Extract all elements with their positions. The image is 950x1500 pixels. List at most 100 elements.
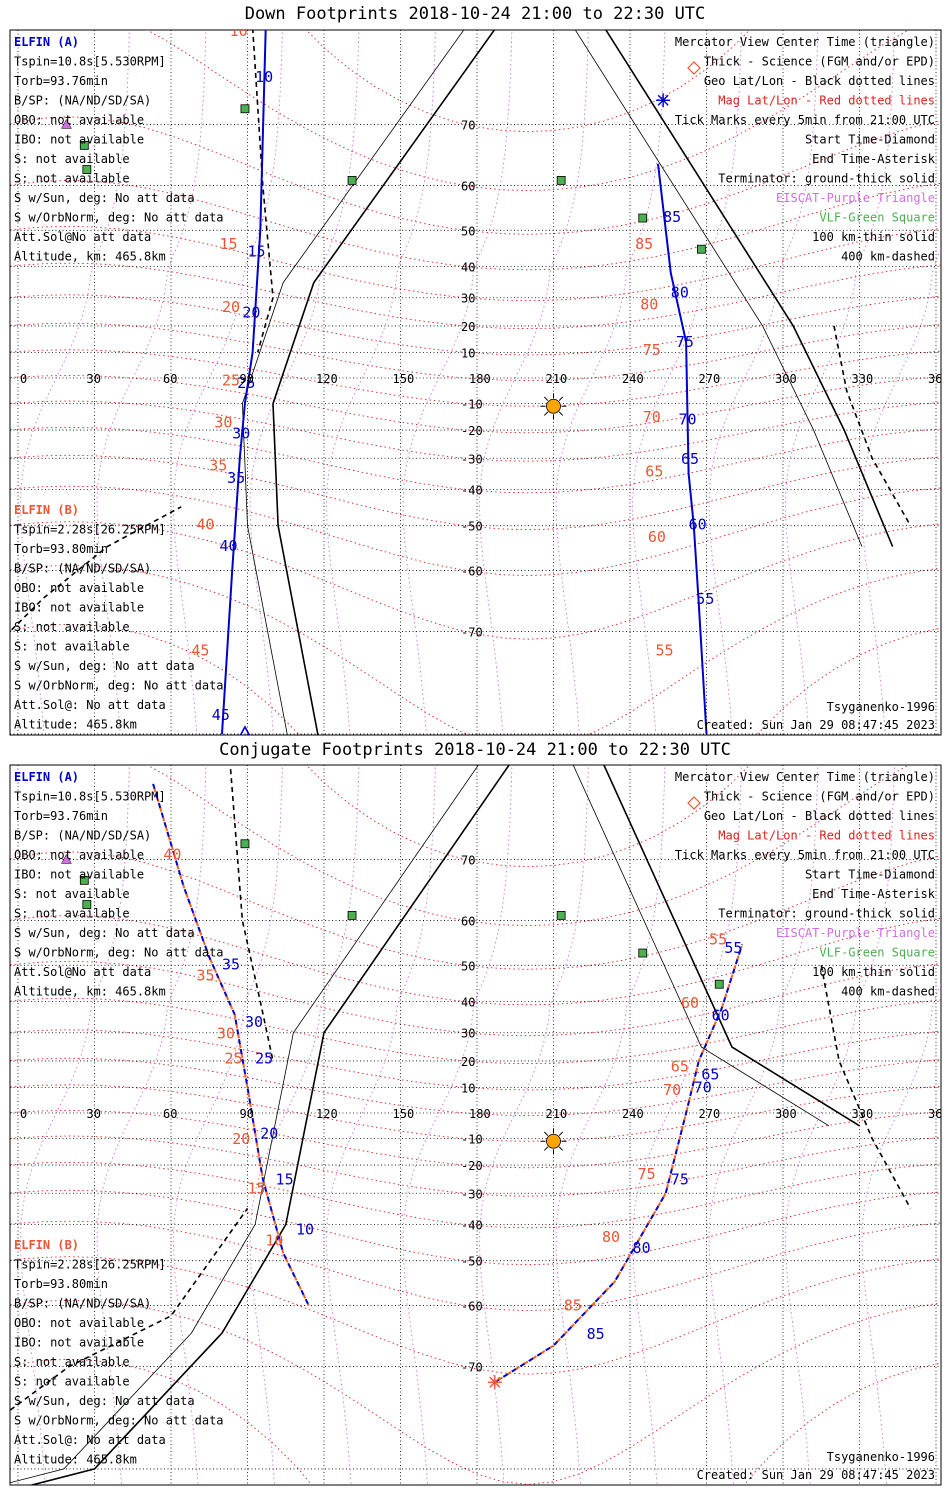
tick-label-red: 40 — [197, 516, 215, 534]
elfin-b-info-line: S: not available — [14, 1355, 130, 1369]
tick-label-red: 60 — [648, 528, 666, 546]
tick-label-blue: 75 — [676, 333, 694, 351]
legend-entry: Start Time-Diamond — [805, 868, 935, 882]
eiscat-marker — [61, 118, 72, 129]
legend-entry: Geo Lat/Lon - Black dotted lines — [704, 809, 935, 823]
track-east-line — [657, 163, 708, 734]
legend-entry: VLF-Green Square — [819, 211, 935, 225]
x-tick-label: 30 — [87, 1107, 101, 1121]
tick-label-blue: 80 — [633, 1239, 651, 1257]
tick-label-blue: 45 — [212, 706, 230, 724]
mag-lon-line — [402, 30, 513, 735]
legend-entry: Mercator View Center Time (triangle) — [675, 35, 935, 49]
y-tick-label: 70 — [461, 118, 475, 132]
track-west-line-orange — [152, 783, 310, 1306]
y-tick-label: 20 — [461, 1055, 475, 1069]
tick-label-blue: 30 — [245, 1013, 263, 1031]
vlf-site-marker — [697, 244, 706, 254]
mag-lon-line — [326, 30, 436, 735]
legend-entry: EISCAT-Purple Triangle — [776, 191, 935, 205]
model-label: Tsyganenko-1996 — [827, 1450, 935, 1464]
legend-diamond-icon — [687, 796, 701, 810]
y-tick-label: -50 — [461, 520, 483, 534]
panel-plot-area: 4035302520151055606570758085403530252015… — [10, 765, 941, 1485]
tick-label-red: 85 — [564, 1297, 582, 1315]
x-tick-label: 210 — [546, 372, 568, 386]
vlf-site-marker — [638, 213, 648, 223]
end-time-marker — [489, 1376, 501, 1388]
mag-lat-line — [10, 521, 941, 640]
elfin-a-info-line: S w/Sun, deg: No att data — [14, 191, 195, 205]
mag-lon-line — [479, 765, 589, 1485]
mag-lon-line — [173, 30, 283, 735]
tick-label-blue: 85 — [587, 1325, 605, 1343]
vlf-site-marker — [714, 979, 724, 989]
mag-lat-line — [10, 960, 941, 1037]
vlf-site-marker — [240, 104, 250, 114]
mag-lon-line — [479, 30, 589, 735]
x-tick-label: 60 — [163, 372, 177, 386]
elfin-b-info-line: B/SP: (NA/ND/SD/SA) — [14, 1297, 151, 1311]
tick-label-blue: 35 — [227, 469, 245, 487]
elfin-a-label: ELFIN (A) — [14, 35, 79, 49]
x-tick-label: 330 — [852, 1107, 874, 1121]
tick-label-red: 80 — [640, 295, 658, 313]
x-tick-label: 30 — [87, 372, 101, 386]
terminator-line — [272, 30, 894, 735]
panel-conjugate: 4035302520151055606570758085403530252015… — [9, 764, 942, 1486]
elfin-a-info-line: B/SP: (NA/ND/SD/SA) — [14, 829, 151, 843]
tick-label-red: 10 — [230, 22, 248, 40]
elfin-b-info-line: Torb=93.80min — [14, 1277, 108, 1291]
panel-frame — [9, 29, 942, 736]
tick-label-red: 25 — [222, 372, 240, 390]
sun-ray — [558, 396, 564, 401]
elfin-a-info-line: IBO: not available — [14, 133, 144, 147]
y-tick-label: -10 — [461, 1133, 483, 1147]
elfin-a-info-line: Att.Sol@No att data — [14, 965, 151, 979]
x-tick-label: 60 — [163, 1107, 177, 1121]
legend-entry: 400 km-dashed — [841, 985, 935, 999]
x-tick-label: 0 — [20, 372, 27, 386]
sun-ray — [558, 1146, 564, 1151]
elfin-a-info-line: OBO: not available — [14, 848, 144, 862]
elfin-b-info-line: Tspin=2.28s[26.25RPM] — [14, 1258, 166, 1272]
x-tick-label: 0 — [20, 1107, 27, 1121]
y-tick-label: 60 — [461, 180, 475, 194]
legend-entry: Tick Marks every 5min from 21:00 UTC — [675, 113, 935, 127]
mag-lon-line — [249, 30, 360, 735]
x-tick-label: 360 — [928, 372, 950, 386]
y-tick-label: 50 — [461, 959, 475, 973]
x-tick-label: 120 — [316, 372, 338, 386]
tick-label-blue: 35 — [222, 955, 240, 973]
y-tick-label: 70 — [461, 853, 475, 867]
mag-lat-line — [10, 1029, 941, 1091]
x-tick-label: 150 — [393, 372, 415, 386]
tick-label-blue: 75 — [671, 1171, 689, 1189]
elfin-a-info-line: S: not available — [14, 152, 130, 166]
tick-label-red: 20 — [222, 298, 240, 316]
x-tick-label: 180 — [469, 1107, 491, 1121]
elfin-b-info-line: IBO: not available — [14, 601, 144, 615]
tick-label-red: 75 — [638, 1165, 656, 1183]
tick-label-blue: 70 — [678, 411, 696, 429]
legend-diamond-icon — [687, 61, 701, 75]
tick-label-red: 30 — [217, 1025, 235, 1043]
created-timestamp: Created: Sun Jan 29 08:47:45 2023 — [697, 1468, 935, 1482]
tick-label-blue: 65 — [681, 450, 699, 468]
mag-lat-line — [10, 914, 941, 1006]
tick-label-blue: 60 — [689, 516, 707, 534]
terminator-line — [28, 765, 860, 1485]
tick-label-blue: 70 — [694, 1079, 712, 1097]
y-tick-label: 40 — [461, 996, 475, 1010]
tick-label-blue: 15 — [248, 242, 266, 260]
x-tick-label: 270 — [699, 1107, 721, 1121]
y-tick-label: -60 — [461, 1299, 483, 1313]
x-tick-label: 330 — [852, 372, 874, 386]
elfin-b-info-line: Att.Sol@: No att data — [14, 1433, 166, 1447]
legend-entry: End Time-Asterisk — [812, 887, 936, 901]
x-tick-label: 210 — [546, 1107, 568, 1121]
tick-label-red: 35 — [197, 967, 215, 985]
elfin-a-info-line: S w/OrbNorm, deg: No att data — [14, 946, 224, 960]
terminator-400km-line — [833, 325, 912, 527]
